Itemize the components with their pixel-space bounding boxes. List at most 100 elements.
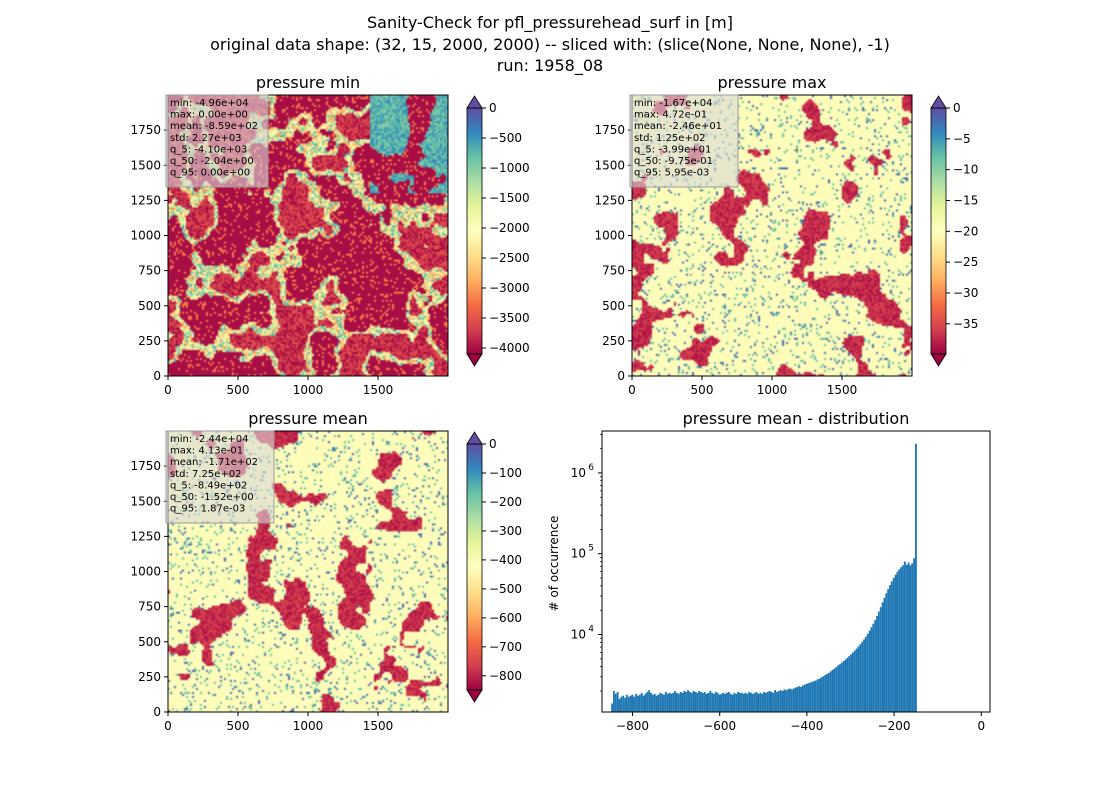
histogram-bar — [894, 574, 897, 712]
x-tick-label: 1500 — [363, 719, 394, 733]
colorbar-extend-top — [466, 95, 483, 109]
histogram-bar — [738, 692, 741, 712]
histogram-bar — [759, 692, 762, 712]
panel-title: pressure max — [717, 73, 826, 92]
colorbar-tick-label: −800 — [489, 669, 522, 683]
histogram-bar — [781, 691, 784, 712]
histogram-bar — [620, 696, 623, 712]
colorbar-tick-label: 0 — [489, 437, 497, 451]
histogram-bar — [896, 571, 899, 712]
histogram-bar — [814, 680, 817, 712]
x-tick-label: 1500 — [363, 383, 394, 397]
stats-line: min: -1.67e+04 — [634, 98, 713, 109]
colorbar-tick-label: −4000 — [489, 341, 530, 355]
histogram-bar — [835, 667, 838, 712]
histogram-bar — [644, 693, 647, 712]
histogram-bar — [746, 693, 749, 712]
stats-line: q_50: -2.04e+00 — [170, 156, 254, 167]
histogram-bar — [666, 693, 669, 712]
histogram-bar — [889, 585, 891, 712]
y-tick-label-base: 10 — [571, 547, 586, 561]
histogram-bar — [687, 690, 689, 712]
y-tick-label: 500 — [138, 635, 161, 649]
histogram-bar — [783, 689, 786, 712]
histogram-bar — [661, 693, 664, 712]
histogram-bar — [827, 672, 830, 712]
y-tick-label: 1000 — [594, 229, 625, 243]
histogram-bar — [611, 703, 614, 712]
stats-box — [629, 94, 739, 188]
histogram-bar — [688, 691, 691, 712]
histogram-bar — [700, 691, 702, 712]
y-tick-label: 250 — [138, 334, 161, 348]
y-tick-label: 1500 — [130, 158, 161, 172]
histogram-bar — [713, 693, 715, 712]
colorbar-extend-bottom — [930, 353, 947, 367]
y-tick-label: 0 — [153, 705, 161, 719]
histogram-bar — [813, 681, 815, 712]
colorbar-tick-label: −200 — [489, 495, 522, 509]
histogram-bar — [903, 561, 906, 712]
stats-box — [165, 94, 269, 188]
y-tick-label: 1250 — [594, 193, 625, 207]
stats-line: mean: -1.71e+02 — [170, 457, 258, 468]
histogram-bar — [742, 693, 745, 712]
colorbar-tick-label: −300 — [489, 524, 522, 538]
histogram-bar — [709, 691, 712, 712]
histogram-bar — [794, 687, 797, 712]
histogram-bar — [614, 693, 617, 712]
stats-line: q_95: 5.95e-03 — [634, 168, 709, 179]
histogram-bar — [748, 691, 751, 712]
histogram-bar — [629, 695, 632, 712]
histogram-bar — [911, 563, 914, 712]
histogram-bar — [696, 692, 699, 712]
histogram-bar — [657, 694, 660, 712]
histogram-bar — [638, 694, 641, 712]
histogram-bar — [831, 669, 834, 712]
histogram-bar — [718, 694, 721, 712]
histogram-bar — [724, 693, 727, 712]
x-tick-label: 1000 — [293, 383, 324, 397]
colorbar-tick-label: −3500 — [489, 311, 530, 325]
histogram-bar — [720, 693, 723, 712]
histogram-bar — [690, 692, 693, 712]
histogram-bar — [883, 597, 886, 712]
histogram-bar — [722, 692, 725, 712]
y-tick-label: 1000 — [130, 565, 161, 579]
histogram-bar — [833, 668, 836, 712]
histogram-bar — [674, 691, 677, 712]
histogram-bar — [864, 636, 867, 712]
histogram-bar — [659, 692, 662, 712]
y-tick-label: 1750 — [130, 459, 161, 473]
histogram-bar — [633, 696, 636, 712]
histogram-bar — [868, 630, 871, 712]
histogram-bar — [653, 693, 656, 712]
y-tick-label: 500 — [602, 299, 625, 313]
histogram-bar — [618, 698, 621, 712]
histogram-bar — [753, 692, 756, 712]
colorbar-tick-label: −5 — [953, 132, 971, 146]
histogram-bar — [740, 692, 743, 712]
histogram-bar — [694, 691, 697, 712]
x-tick-label: 0 — [628, 383, 636, 397]
y-tick-label-base: 10 — [571, 466, 586, 480]
stats-line: mean: -2.46e+01 — [634, 121, 722, 132]
y-tick-label: 1250 — [130, 529, 161, 543]
histogram-bar — [622, 695, 625, 712]
histogram-bar — [892, 578, 895, 712]
histogram-bar — [837, 665, 840, 712]
panel-pressure-min: pressure min 0 500 1000 1500 0 250 500 750 1000 12… — [130, 73, 529, 397]
histogram-bar — [772, 692, 775, 712]
histogram-bar — [885, 593, 888, 712]
histogram-bar — [774, 690, 777, 712]
histogram-bar — [635, 693, 638, 712]
histogram-bar — [642, 695, 645, 712]
stats-box — [165, 430, 275, 524]
y-tick-label: 1500 — [130, 494, 161, 508]
colorbar-tick-label: −2000 — [489, 221, 530, 235]
histogram-bar — [798, 686, 801, 712]
histogram-bar — [744, 692, 747, 712]
colorbar-tick-label: −500 — [489, 131, 522, 145]
histogram-bar — [887, 589, 890, 712]
stats-line: q_5: -3.99e+01 — [634, 144, 711, 155]
